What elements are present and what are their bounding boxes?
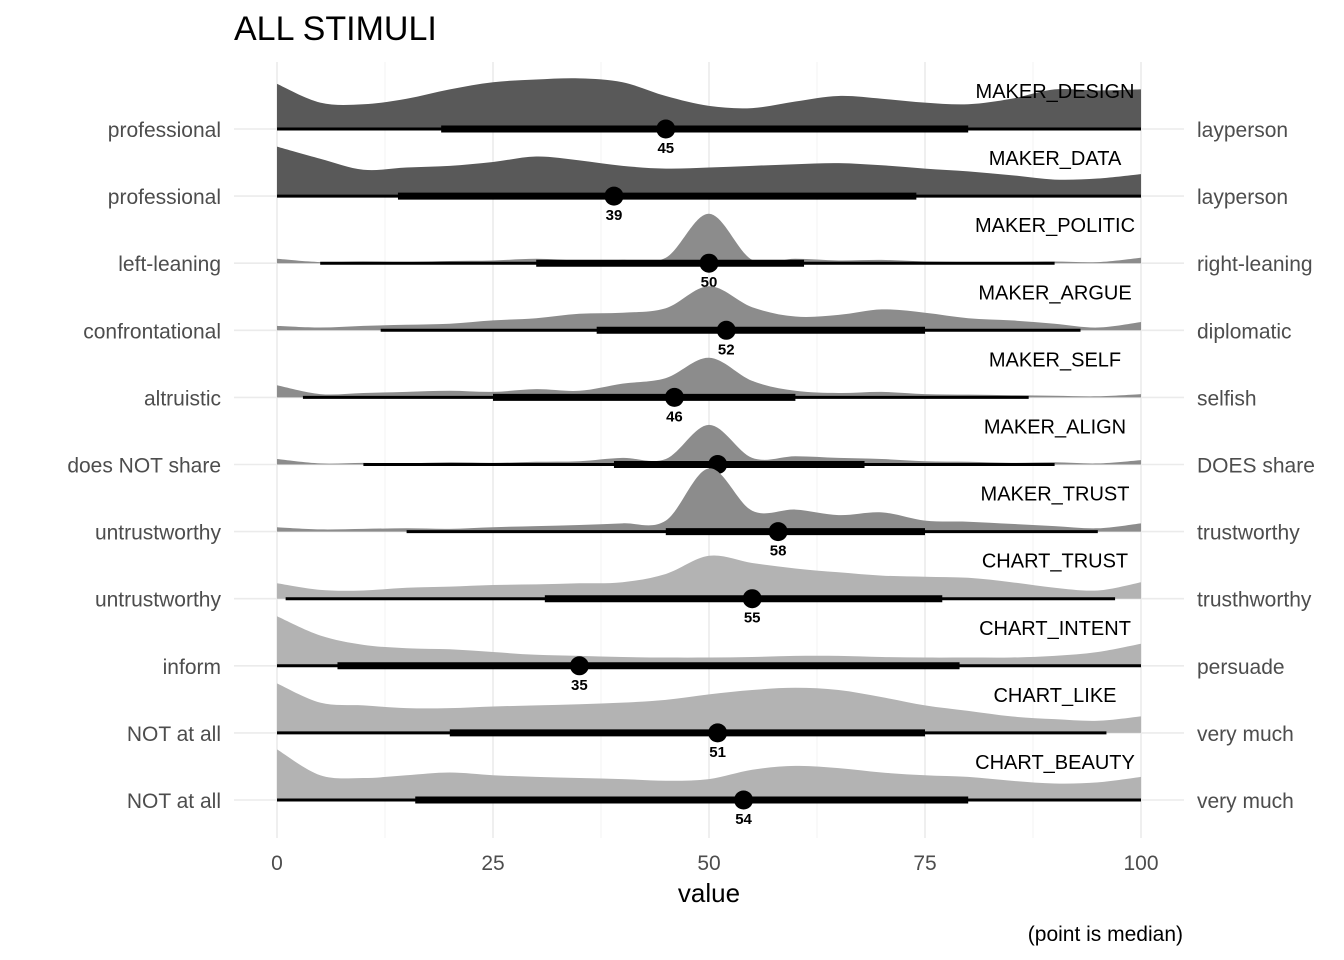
- left-anchor-label: NOT at all: [127, 790, 221, 813]
- density-chart-like: [277, 683, 1141, 733]
- median-label: 54: [735, 811, 752, 828]
- series-label: CHART_LIKE: [993, 685, 1116, 707]
- density-maker-self: [277, 357, 1141, 398]
- right-anchor-label: selfish: [1197, 387, 1257, 410]
- median-label: 46: [666, 408, 683, 425]
- median-label: 39: [606, 207, 623, 224]
- label-layer: 0 25 50 75 100 professional layperson professio…: [67, 119, 1315, 875]
- median-label: 52: [718, 341, 735, 358]
- ridge-maker-trust: 58 MAKER_TRUST: [234, 468, 1184, 560]
- right-anchor-label: diplomatic: [1197, 320, 1292, 343]
- density-maker-design: [277, 78, 1141, 129]
- right-anchor-label: trusthworthy: [1197, 589, 1312, 612]
- density-maker-align: [277, 424, 1141, 465]
- median-point: [734, 790, 754, 810]
- chart-title: ALL STIMULI: [234, 10, 437, 48]
- left-anchor-label: inform: [163, 656, 221, 679]
- right-anchor-label: layperson: [1197, 119, 1288, 142]
- ridge-chart-beauty: 54 CHART_BEAUTY: [234, 749, 1184, 828]
- series-label: MAKER_ALIGN: [984, 417, 1126, 439]
- ridge-maker-self: 46 MAKER_SELF: [234, 349, 1184, 425]
- median-label: 45: [657, 140, 674, 157]
- left-anchor-label: untrustworthy: [95, 589, 222, 612]
- median-point: [708, 723, 728, 743]
- series-label: MAKER_SELF: [989, 349, 1121, 371]
- median-label: 55: [744, 610, 761, 627]
- median-point: [699, 253, 719, 273]
- ridge-chart-trust: 55 CHART_TRUST: [234, 551, 1184, 627]
- x-tick-label: 100: [1123, 852, 1158, 875]
- median-point: [768, 522, 788, 542]
- median-point: [604, 186, 624, 206]
- ridge-maker-data: 39 MAKER_DATA: [234, 146, 1184, 224]
- ridge-maker-argue: 52 MAKER_ARGUE: [234, 282, 1184, 358]
- left-anchor-label: NOT at all: [127, 723, 221, 746]
- right-anchor-label: trustworthy: [1197, 522, 1300, 545]
- x-axis-label: value: [678, 878, 740, 908]
- series-label: MAKER_DESIGN: [976, 81, 1135, 103]
- right-anchor-label: layperson: [1197, 186, 1288, 209]
- series-label: CHART_INTENT: [979, 618, 1131, 640]
- density-maker-data: [277, 146, 1141, 197]
- left-anchor-label: professional: [108, 186, 221, 209]
- right-anchor-label: very much: [1197, 790, 1294, 813]
- series-label: MAKER_ARGUE: [978, 282, 1131, 304]
- ridge-layer: 45 MAKER_DESIGN 39 MAKER_DATA 50MAKER_POLITI…: [234, 78, 1184, 828]
- median-label: 51: [709, 744, 726, 761]
- x-tick-label: 25: [481, 852, 504, 875]
- series-label: MAKER_POLITIC: [975, 215, 1135, 237]
- density-maker-argue: [277, 286, 1141, 331]
- chart-caption: (point is median): [1028, 923, 1183, 946]
- series-label: MAKER_DATA: [989, 148, 1122, 170]
- right-anchor-label: right-leaning: [1197, 253, 1313, 276]
- left-anchor-label: untrustworthy: [95, 522, 222, 545]
- median-point: [569, 656, 589, 676]
- series-label: MAKER_TRUST: [981, 484, 1130, 506]
- ridge-chart-like: 51 CHART_LIKE: [234, 683, 1184, 761]
- ridge-chart-intent: 35 CHART_INTENT: [234, 616, 1184, 694]
- left-anchor-label: professional: [108, 119, 221, 142]
- ridge-maker-align: 51MAKER_ALIGN: [234, 417, 1184, 493]
- median-label: 35: [571, 677, 588, 694]
- right-anchor-label: very much: [1197, 723, 1294, 746]
- x-tick-label: 50: [697, 852, 720, 875]
- median-point: [716, 320, 736, 340]
- right-anchor-label: persuade: [1197, 656, 1285, 679]
- series-label: CHART_TRUST: [982, 551, 1128, 573]
- left-anchor-label: does NOT share: [67, 455, 221, 478]
- median-point: [656, 119, 676, 139]
- median-point: [742, 589, 762, 609]
- density-maker-politic: [277, 213, 1141, 264]
- density-maker-trust: [277, 468, 1141, 532]
- ridge-maker-design: 45 MAKER_DESIGN: [234, 78, 1184, 157]
- right-anchor-label: DOES share: [1197, 455, 1315, 478]
- series-label: CHART_BEAUTY: [975, 752, 1135, 774]
- median-point: [664, 387, 684, 407]
- density-chart-beauty: [277, 749, 1141, 800]
- x-tick-label: 75: [913, 852, 936, 875]
- x-tick-label: 0: [271, 852, 283, 875]
- median-label: 58: [770, 543, 787, 560]
- left-anchor-label: confrontational: [83, 320, 221, 343]
- density-chart-intent: [277, 616, 1141, 666]
- left-anchor-label: altruistic: [144, 387, 221, 410]
- density-chart-trust: [277, 555, 1141, 599]
- left-anchor-label: left-leaning: [118, 253, 221, 276]
